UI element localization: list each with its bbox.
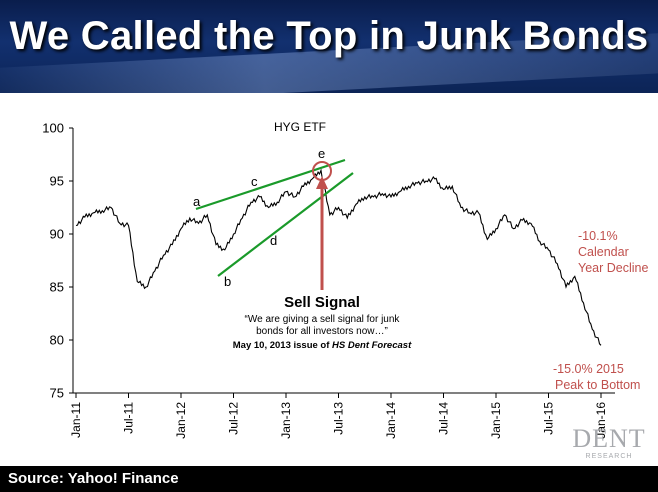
quote-line-2: bonds for all investors now…” (256, 326, 388, 337)
x-tick-label: Jan-11 (69, 402, 83, 438)
y-tick-label: 100 (42, 121, 64, 136)
x-tick-label: Jul-12 (227, 402, 241, 435)
sell-signal-arrowhead (316, 176, 328, 189)
trend-line-lower (217, 172, 354, 277)
x-tick-label: Jan-14 (384, 402, 398, 439)
quote-source-date: May 10, 2013 issue of (233, 340, 332, 351)
x-tick-label: Jan-16 (594, 402, 608, 439)
sell-signal-label: Sell Signal (284, 294, 360, 311)
decline-peak-l1: -15.0% 2015 (553, 362, 624, 376)
source-label: Source: Yahoo! Finance (8, 470, 179, 487)
y-tick-label: 75 (50, 386, 64, 401)
chart-axes (72, 128, 615, 394)
page-title: We Called the Top in Junk Bonds (9, 14, 649, 58)
series-line (75, 168, 602, 346)
decline-calendar-l2: Calendar (578, 245, 629, 259)
quote-source-publication: HS Dent Forecast (332, 340, 412, 351)
title-banner: We Called the Top in Junk Bonds (0, 0, 658, 93)
y-tick-label: 85 (50, 280, 64, 295)
quote-line-1: “We are giving a sell signal for junk (245, 314, 401, 325)
logo-text: DENT (572, 424, 646, 453)
x-tick-label: Jul-14 (437, 402, 451, 435)
decline-calendar-l3: Year Decline (578, 261, 648, 275)
y-tick-group: 75 80 85 90 95 100 (42, 121, 73, 401)
x-tick-label: Jan-15 (489, 402, 503, 439)
dent-research-logo: DENT RESEARCH (566, 424, 652, 464)
quote-source: May 10, 2013 issue of HS Dent Forecast (233, 340, 412, 351)
x-tick-label: Jul-11 (122, 402, 136, 434)
x-tick-label: Jan-13 (279, 402, 293, 439)
y-tick-label: 90 (50, 227, 64, 242)
y-tick-label: 80 (50, 333, 64, 348)
point-label-e: e (318, 146, 325, 161)
decline-calendar-pct: -10.1% (578, 229, 618, 243)
logo-subtext: RESEARCH (585, 453, 633, 460)
chart-title: HYG ETF (274, 120, 326, 134)
point-label-b: b (224, 274, 231, 289)
point-label-c: c (251, 174, 258, 189)
decline-peak-l2: Peak to Bottom (555, 378, 640, 392)
x-tick-label: Jan-12 (174, 402, 188, 439)
x-tick-group: Jan-11 Jul-11 Jan-12 Jul-12 Jan-13 Jul-13 Jan-… (69, 393, 608, 439)
x-tick-label: Jul-13 (332, 402, 346, 435)
point-label-a: a (193, 194, 201, 209)
point-label-d: d (270, 233, 277, 248)
footer-bar: Source: Yahoo! Finance (0, 466, 658, 492)
trend-line-upper (195, 158, 346, 211)
y-tick-label: 95 (50, 174, 64, 189)
x-tick-label: Jul-15 (542, 402, 556, 435)
